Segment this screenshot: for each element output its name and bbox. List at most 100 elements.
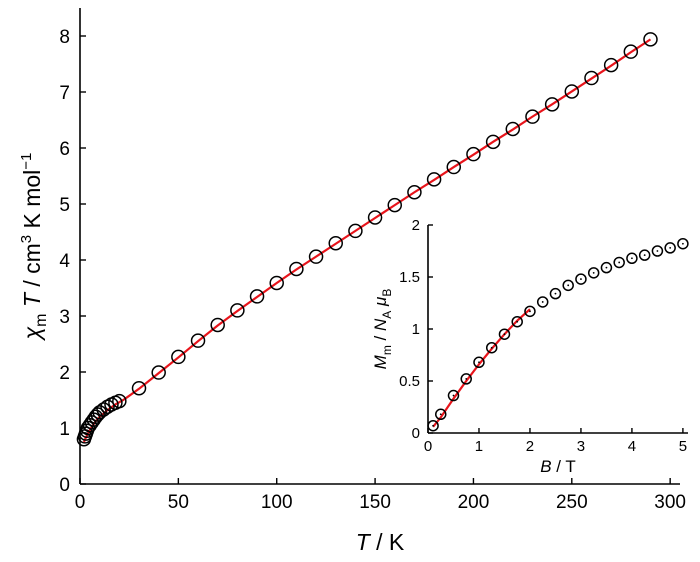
y-tick-label: 2 <box>59 363 70 384</box>
y-tick-label: 2 <box>412 217 420 234</box>
inset-y-axis-title: Mm / NA μB <box>371 289 394 370</box>
x-tick-label: 300 <box>654 492 686 513</box>
data-point <box>664 242 676 254</box>
main-fit-curve <box>82 38 652 443</box>
data-point <box>88 409 103 425</box>
x-tick-label: 100 <box>261 492 293 513</box>
data-point <box>587 267 600 279</box>
data-point <box>426 172 442 187</box>
data-point <box>289 261 304 277</box>
data-point <box>348 223 363 239</box>
data-point-dot <box>669 246 672 249</box>
data-point <box>600 261 613 274</box>
data-point <box>623 44 639 59</box>
data-point-dot <box>605 266 608 269</box>
data-point <box>562 279 574 292</box>
data-point <box>434 408 447 421</box>
main-y-axis-title: χm T / cm3 K mol−1 <box>18 153 50 342</box>
data-point <box>536 296 549 308</box>
data-point <box>151 365 166 380</box>
data-point <box>564 84 580 99</box>
data-point-dot <box>478 361 480 364</box>
data-point-dot <box>439 413 442 416</box>
y-tick-label: 0 <box>412 425 420 442</box>
data-point-dot <box>554 292 557 295</box>
data-point <box>131 380 147 396</box>
data-point-dot <box>631 257 633 260</box>
y-tick-label: 5 <box>59 195 70 216</box>
y-tick-label: 0 <box>59 475 70 496</box>
data-point <box>485 134 501 150</box>
data-point-dot <box>541 301 544 303</box>
data-point <box>677 237 689 250</box>
data-point <box>544 97 560 112</box>
data-point <box>112 393 127 409</box>
y-tick-label: 1.5 <box>399 269 420 286</box>
y-tick-label: 1 <box>59 419 70 440</box>
y-tick-label: 6 <box>59 139 70 160</box>
data-point-dot <box>432 424 434 427</box>
inset-ticks: 0 1 2 3 4 5 0 0.5 1 1.5 2 <box>399 217 687 455</box>
data-point <box>575 273 587 285</box>
data-point-dot <box>465 378 468 380</box>
x-tick-label: 3 <box>577 438 585 455</box>
x-tick-label: 0 <box>424 438 432 455</box>
data-point <box>210 317 225 333</box>
y-tick-label: 7 <box>59 83 70 104</box>
data-point-dot <box>656 250 659 252</box>
data-point <box>485 341 498 354</box>
data-point <box>505 121 521 137</box>
inset-data-markers <box>427 237 689 432</box>
data-point <box>638 249 651 261</box>
data-point <box>367 210 383 225</box>
data-point <box>466 146 481 162</box>
data-point <box>626 252 638 265</box>
data-point-dot <box>643 254 646 257</box>
data-point <box>308 249 324 264</box>
y-tick-label: 0.5 <box>399 373 420 390</box>
y-tick-label: 8 <box>59 27 70 48</box>
data-point <box>96 402 111 417</box>
x-tick-label: 150 <box>359 492 391 513</box>
data-point <box>511 315 523 328</box>
data-point-dot <box>682 242 684 245</box>
data-point <box>460 373 472 385</box>
x-tick-label: 2 <box>526 438 534 455</box>
data-point-dot <box>618 261 621 264</box>
data-point-dot <box>490 346 493 349</box>
data-point-dot <box>580 278 582 280</box>
x-tick-label: 1 <box>475 438 483 455</box>
x-tick-label: 4 <box>628 438 636 455</box>
inset-plot: 0 1 2 3 4 5 0 0.5 1 1.5 2 B / T Mm / NA μB <box>371 217 689 476</box>
data-point <box>328 235 343 251</box>
y-tick-label: 4 <box>59 251 70 272</box>
x-tick-label: 50 <box>168 492 189 513</box>
data-point <box>387 197 403 213</box>
main-data-markers <box>76 32 658 447</box>
data-point <box>603 57 619 73</box>
data-point <box>613 256 625 269</box>
data-point <box>549 287 562 300</box>
data-point <box>524 305 536 318</box>
x-tick-label: 200 <box>458 492 490 513</box>
data-point-dot <box>592 271 595 274</box>
data-point <box>447 389 460 402</box>
data-point-dot <box>503 333 506 336</box>
data-point <box>584 70 599 86</box>
data-point-dot <box>529 310 531 313</box>
data-point-dot <box>567 284 570 287</box>
fit-line <box>82 38 652 443</box>
data-point <box>525 109 540 124</box>
x-tick-label: 5 <box>679 438 687 455</box>
data-point <box>643 32 658 47</box>
data-point <box>446 159 462 175</box>
main-x-axis-title: T / K <box>356 529 405 555</box>
y-tick-label: 1 <box>412 321 420 338</box>
data-point <box>230 303 245 318</box>
data-point <box>407 184 422 200</box>
data-point-dot <box>516 320 519 323</box>
x-tick-label: 250 <box>556 492 588 513</box>
